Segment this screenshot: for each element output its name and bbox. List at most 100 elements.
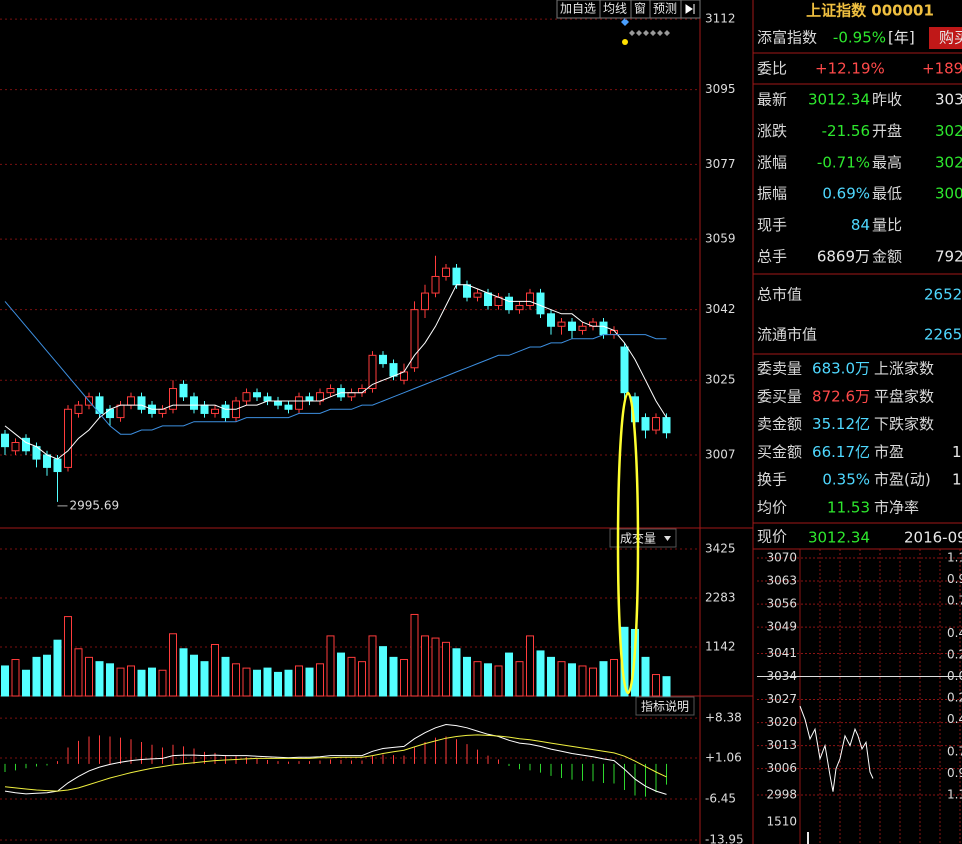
volume-bar [169, 633, 177, 697]
tab-label[interactable]: 指标说明 [641, 699, 689, 714]
volume-bar [316, 663, 324, 697]
quote-text: 委比 [757, 60, 787, 78]
tab[interactable] [609, 528, 677, 548]
candle-body [421, 292, 429, 311]
volume-bar [158, 669, 167, 697]
volume-bar [400, 659, 408, 697]
candle-body [137, 396, 146, 410]
candle-body [389, 363, 398, 377]
quote-text: 22654 [924, 326, 962, 344]
quote-text: 6869万 [817, 248, 870, 266]
quote-text: 1 [952, 471, 962, 489]
volume-bar [463, 656, 471, 697]
volume-bar [652, 674, 660, 697]
y-tick-label: 3063 [766, 574, 797, 588]
quote-text: 84 [851, 216, 870, 234]
candle-body [22, 437, 30, 452]
candle-body [515, 305, 524, 311]
volume-bar [11, 659, 20, 697]
button-label[interactable]: 均线 [603, 2, 627, 16]
candle-body [274, 400, 282, 406]
y-tick-label: 3112 [705, 12, 736, 26]
y-tick-label: +1.06 [705, 751, 742, 765]
y2-tick-label: 0.2 [947, 691, 962, 705]
button-label[interactable]: 窗 [634, 2, 646, 16]
volume-bar [232, 663, 240, 697]
candle-body [505, 296, 513, 311]
candle-body [221, 404, 230, 419]
quote-text: -21.56 [822, 122, 870, 140]
candle-body [568, 321, 576, 331]
volume-bar [568, 663, 576, 697]
volume-bar [599, 661, 608, 697]
moving-average [4, 284, 667, 460]
y2-tick-label: 0.4 [947, 626, 962, 640]
volume-bar [211, 643, 219, 697]
collapse-icon [685, 4, 695, 14]
y-tick-label: 3095 [705, 82, 736, 96]
y2-tick-label: 0.2 [947, 647, 962, 661]
volume-bar [452, 648, 461, 697]
candle-body [158, 408, 167, 414]
quote-text: 66.17亿 [812, 443, 870, 461]
volume-bar [200, 661, 209, 697]
volume-bar [95, 661, 104, 697]
volume-bar [389, 656, 398, 697]
indicator-tabs: 成交量 指标说明 [609, 528, 695, 716]
tab[interactable] [635, 696, 695, 716]
candle-body [431, 275, 440, 294]
quote-text: 购买 [939, 29, 962, 47]
quote-text: 302 [935, 122, 962, 140]
quote-text: 买金额 [757, 443, 802, 461]
quote-text: +1895 [922, 60, 962, 78]
candle-body [484, 292, 492, 307]
candle-body [526, 292, 534, 307]
candle-body [599, 321, 608, 336]
volume-bar [662, 676, 671, 697]
volume-bar [547, 656, 555, 697]
volume-bar [274, 671, 282, 697]
volume-bar [190, 654, 198, 697]
volume-bar [526, 635, 534, 697]
y-tick-label: 3013 [766, 738, 797, 752]
volume-bar [326, 635, 335, 697]
volume-bar [368, 635, 377, 697]
y-tick-label: 3041 [766, 646, 797, 660]
button-label[interactable]: 加自选 [560, 2, 596, 16]
volume-bar [379, 646, 387, 697]
quote-text: 最高 [872, 153, 902, 171]
buy-button[interactable] [929, 27, 962, 49]
y-tick-label: 3025 [705, 373, 736, 387]
candle-body [347, 392, 356, 398]
volume-tick-label: 1510 [766, 815, 797, 829]
candle-body [662, 417, 671, 434]
quote-text: 792. [935, 248, 962, 266]
y-tick-label: 3042 [705, 302, 736, 316]
volume-bar [1, 665, 9, 697]
volume-bar [284, 669, 293, 697]
candle-body [11, 441, 20, 452]
low-label: 2995.69 [70, 498, 120, 512]
quote-text: 总手 [757, 248, 787, 266]
y-tick-label: 3059 [705, 232, 736, 246]
quote-text: 流通市值 [757, 326, 817, 344]
candle-body [452, 267, 461, 286]
quote-text: 0.35% [822, 471, 870, 489]
volume-bar [421, 635, 429, 697]
volume-bar [32, 656, 41, 697]
volume-bar [43, 654, 51, 697]
candle-body [179, 383, 188, 398]
button-label[interactable]: 预测 [653, 2, 677, 16]
volume-bar [410, 613, 419, 697]
volume-bar [536, 650, 545, 697]
candle-body [305, 396, 314, 402]
quote-text: 总市值 [757, 286, 802, 304]
volume-bar [494, 665, 503, 697]
candle-body [536, 292, 545, 315]
candle-body [368, 354, 377, 390]
quote-text: 上涨家数 [874, 360, 934, 378]
toolbar: 加自选 均线 窗 预测 [556, 0, 701, 45]
volume-bar [305, 667, 314, 697]
candle-body [463, 284, 471, 298]
